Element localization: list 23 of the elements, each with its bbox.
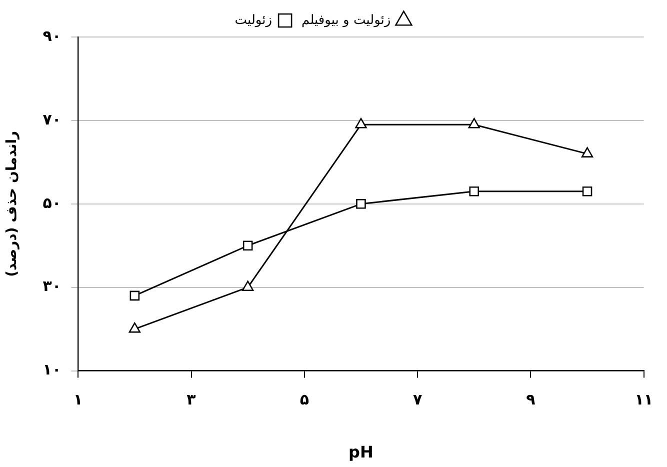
x-tick-label: ۱ bbox=[74, 390, 83, 409]
y-tick-label: ۳۰ bbox=[42, 277, 62, 296]
x-tick-label: ۳ bbox=[186, 390, 196, 409]
point bbox=[581, 147, 594, 158]
x-axis-title: pH bbox=[348, 442, 374, 462]
point bbox=[355, 118, 367, 128]
x-tick-label: ۹ bbox=[526, 390, 536, 409]
y-tick-label: ۱۰ bbox=[42, 360, 62, 379]
y-tick-label: ۷۰ bbox=[42, 110, 62, 128]
legend-label: زئولیت و بیوفیلم bbox=[302, 12, 391, 28]
point bbox=[356, 199, 366, 209]
point bbox=[242, 240, 253, 251]
point bbox=[469, 186, 480, 196]
point bbox=[582, 186, 592, 196]
point bbox=[130, 290, 140, 301]
y-axis-title: راندمان حذف (درصد) bbox=[4, 130, 20, 277]
point bbox=[468, 118, 480, 128]
x-tick-label: ۱۱ bbox=[634, 390, 653, 409]
y-tick-label: ۹۰ bbox=[42, 26, 62, 45]
legend-label: زئولیت bbox=[234, 12, 272, 28]
x-tick-label: ۷ bbox=[412, 390, 422, 409]
y-tick-label: ۵۰ bbox=[42, 194, 62, 212]
x-tick-label: ۵ bbox=[300, 390, 309, 409]
